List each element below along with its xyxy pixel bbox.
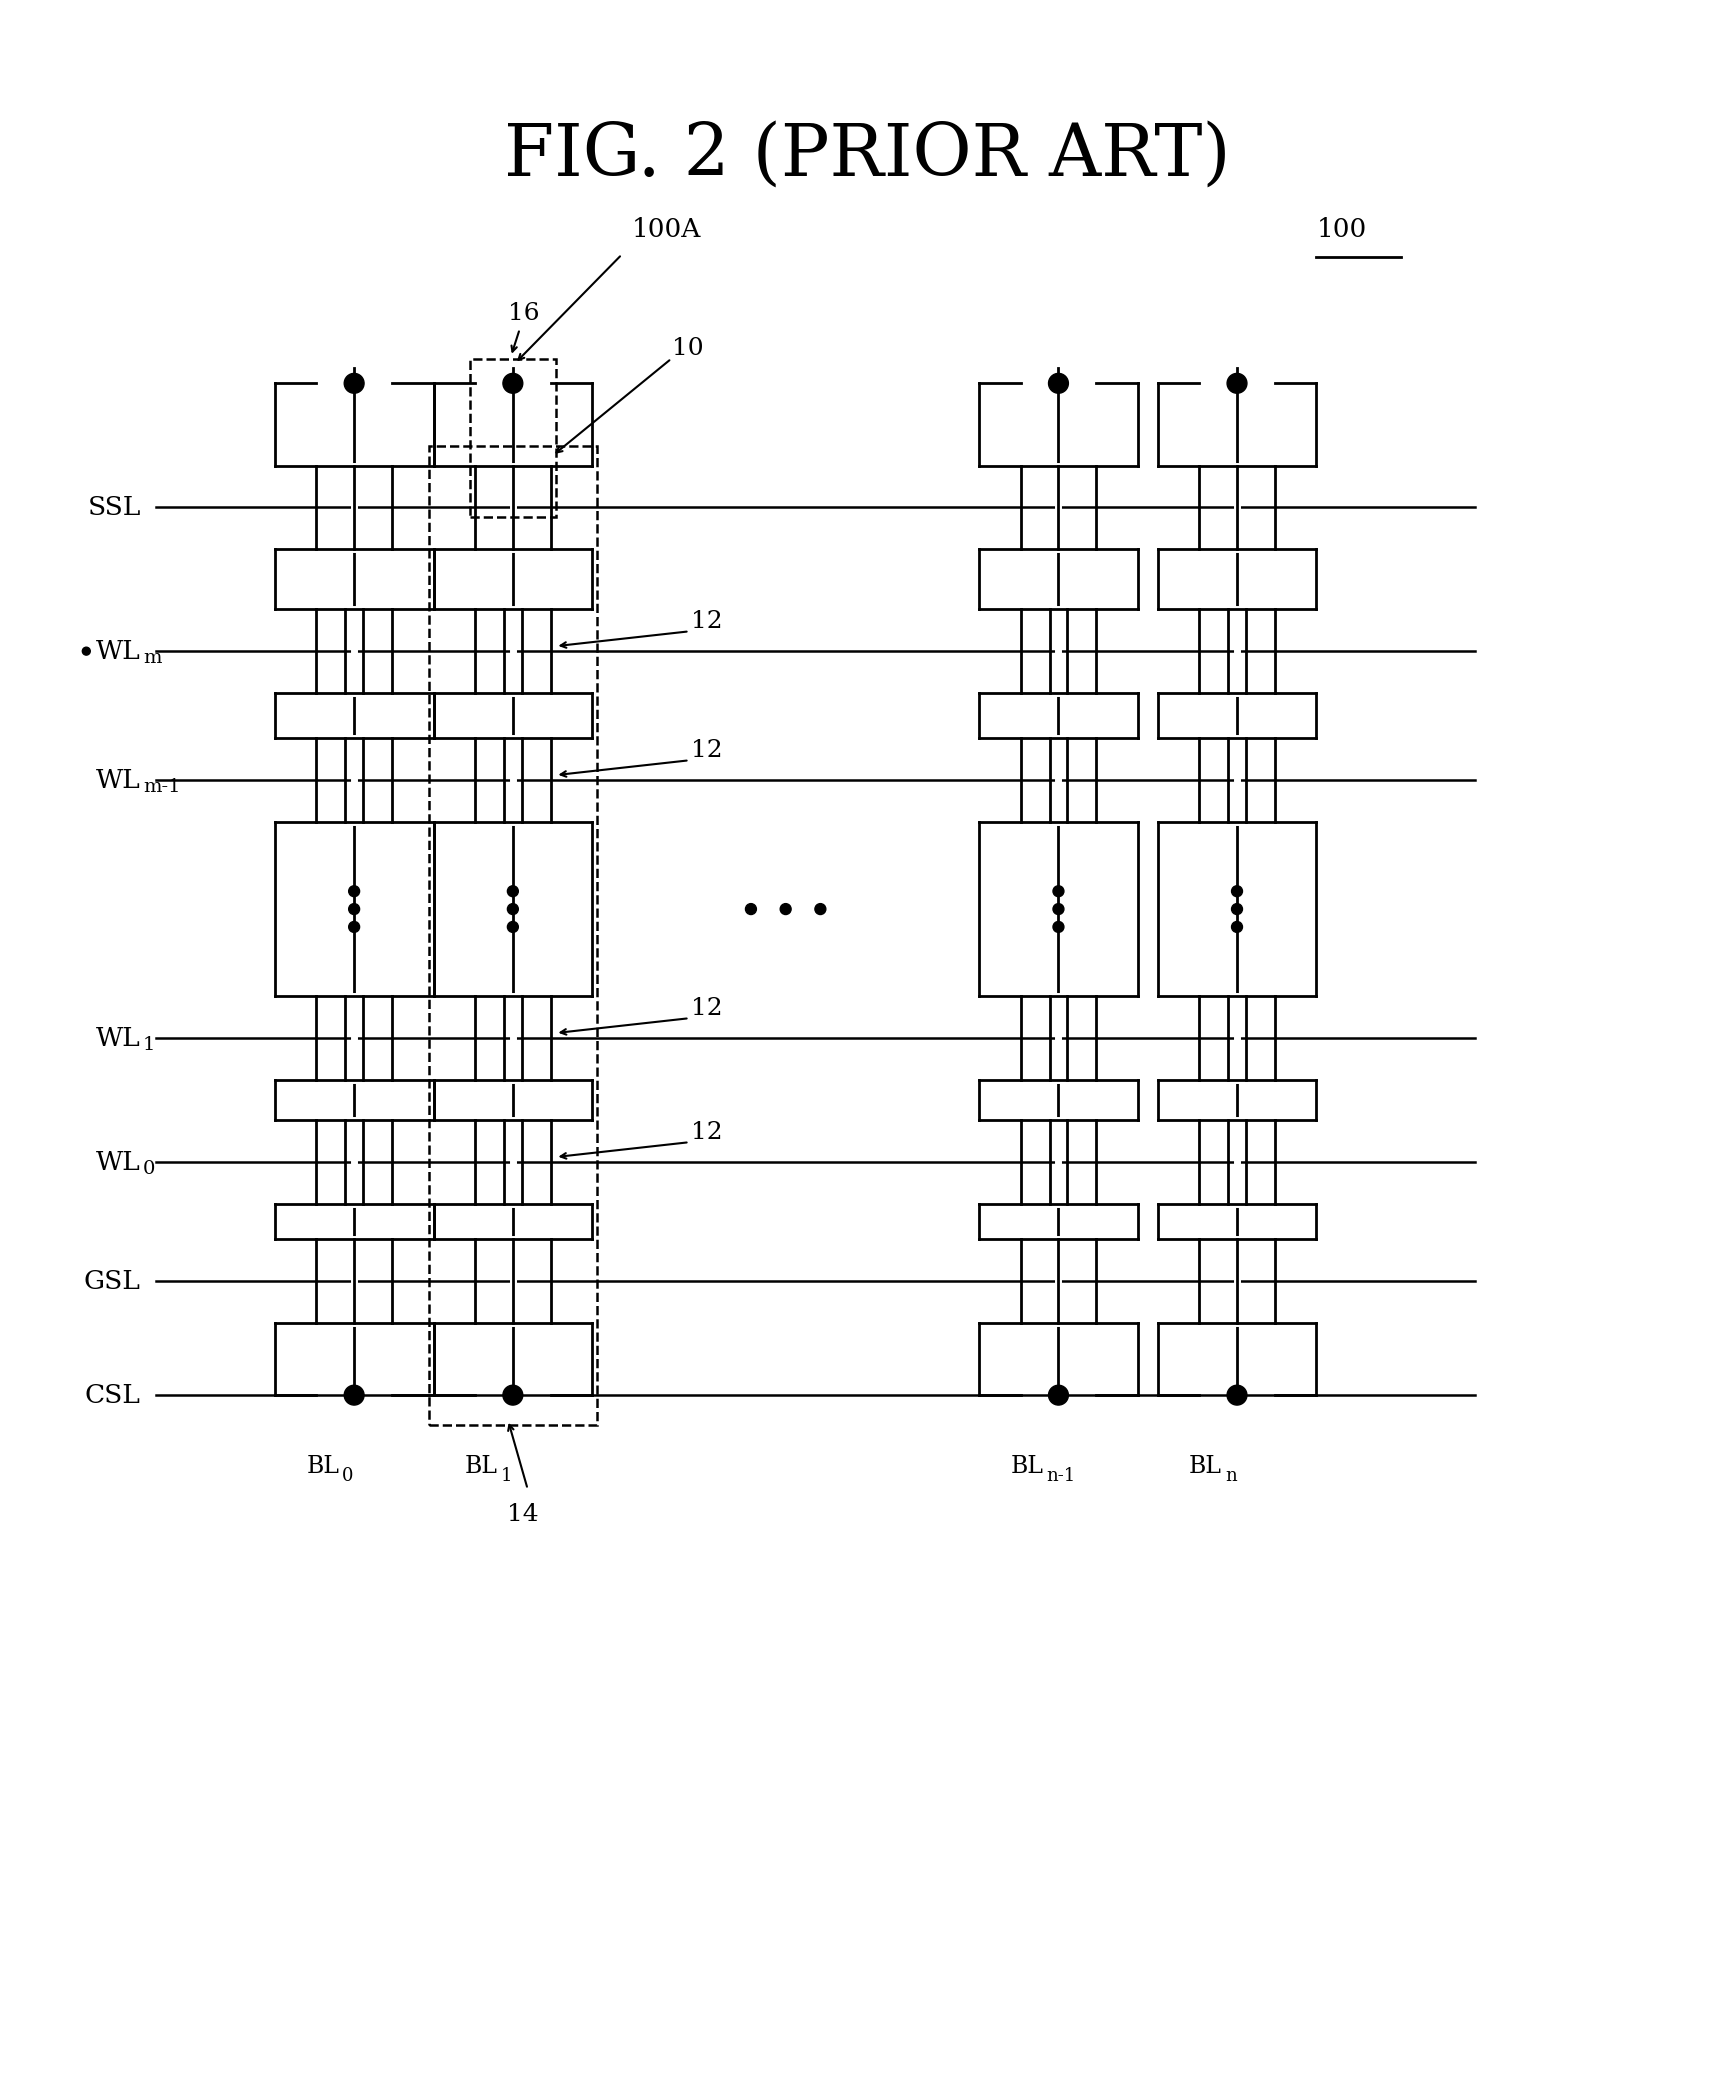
- Circle shape: [1228, 373, 1247, 394]
- Text: 14: 14: [506, 1502, 539, 1525]
- Text: WL: WL: [95, 1025, 140, 1050]
- Text: 12: 12: [692, 1121, 723, 1144]
- Circle shape: [815, 904, 825, 914]
- Text: WL: WL: [95, 1150, 140, 1175]
- Circle shape: [1231, 921, 1243, 933]
- Text: 10: 10: [671, 337, 704, 360]
- Circle shape: [1053, 904, 1065, 914]
- Text: SSL: SSL: [87, 496, 140, 521]
- Circle shape: [349, 885, 359, 896]
- Circle shape: [349, 904, 359, 914]
- Text: n: n: [1226, 1466, 1236, 1485]
- Text: 0: 0: [142, 1160, 156, 1179]
- Circle shape: [503, 1385, 522, 1406]
- Text: 12: 12: [692, 610, 723, 633]
- Text: FIG. 2 (PRIOR ART): FIG. 2 (PRIOR ART): [503, 121, 1231, 192]
- Circle shape: [1053, 921, 1065, 933]
- Circle shape: [780, 904, 791, 914]
- Text: n-1: n-1: [1047, 1466, 1075, 1485]
- Circle shape: [508, 885, 518, 896]
- Bar: [470, 358, 555, 517]
- Circle shape: [508, 921, 518, 933]
- Circle shape: [508, 904, 518, 914]
- Text: 100: 100: [1316, 217, 1366, 242]
- Circle shape: [1049, 373, 1068, 394]
- Text: WL: WL: [95, 769, 140, 794]
- Circle shape: [503, 373, 522, 394]
- Text: BL: BL: [1011, 1454, 1044, 1477]
- Text: 1: 1: [501, 1466, 513, 1485]
- Circle shape: [1231, 904, 1243, 914]
- Circle shape: [345, 373, 364, 394]
- Text: BL: BL: [465, 1454, 498, 1477]
- Text: 0: 0: [342, 1466, 354, 1485]
- Text: BL: BL: [1190, 1454, 1222, 1477]
- Circle shape: [1049, 1385, 1068, 1406]
- Text: BL: BL: [307, 1454, 340, 1477]
- Text: m: m: [142, 650, 161, 667]
- Text: GSL: GSL: [83, 1269, 140, 1294]
- Text: 1: 1: [142, 1035, 156, 1054]
- Bar: [428, 446, 596, 1425]
- Circle shape: [1053, 885, 1065, 896]
- Text: CSL: CSL: [85, 1383, 140, 1408]
- Text: 16: 16: [508, 302, 539, 325]
- Text: 100A: 100A: [631, 217, 701, 242]
- Text: m-1: m-1: [142, 779, 180, 796]
- Text: WL: WL: [95, 639, 140, 664]
- Circle shape: [746, 904, 756, 914]
- Text: 12: 12: [692, 998, 723, 1021]
- Circle shape: [1228, 1385, 1247, 1406]
- Circle shape: [349, 921, 359, 933]
- Text: 12: 12: [692, 739, 723, 762]
- Circle shape: [345, 1385, 364, 1406]
- Circle shape: [81, 648, 90, 656]
- Circle shape: [1231, 885, 1243, 896]
